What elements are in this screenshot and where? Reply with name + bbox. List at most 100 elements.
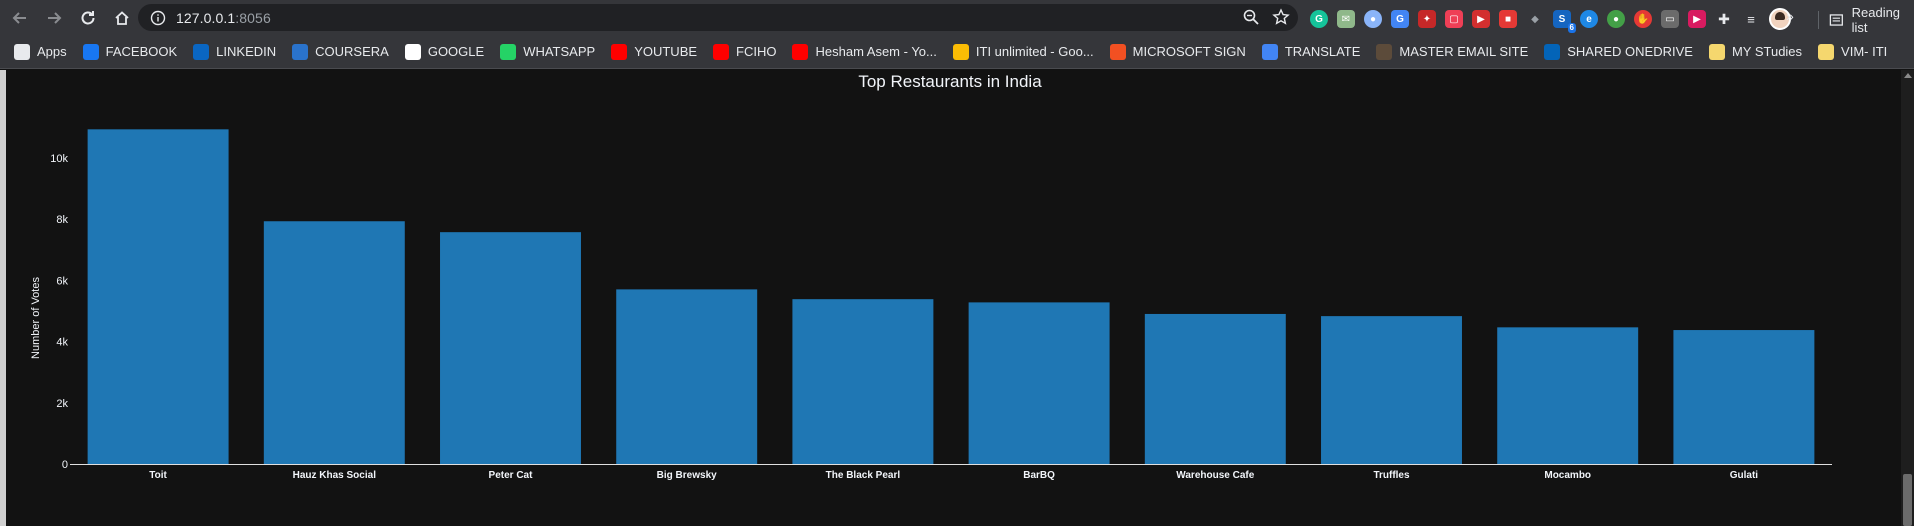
x-tick-label: Hauz Khas Social: [293, 470, 377, 481]
scroll-up-icon[interactable]: [1904, 73, 1912, 78]
coursera-icon: [292, 43, 309, 60]
url-text: 127.0.0.1:8056: [176, 10, 271, 26]
vertical-scrollbar[interactable]: [1901, 70, 1914, 526]
reload-icon: [81, 10, 95, 24]
url-host: 127.0.0.1: [176, 9, 236, 26]
address-bar[interactable]: 127.0.0.1:8056: [138, 4, 1298, 31]
facebook-icon: [82, 43, 99, 60]
screen-extension-icon[interactable]: ▭: [1661, 10, 1679, 28]
bookmark-item[interactable]: Apps: [8, 38, 73, 66]
apps-grid-icon: [14, 43, 30, 60]
home-button[interactable]: [108, 4, 136, 32]
bookmark-item[interactable]: GOOGLE: [399, 38, 490, 66]
bookmark-item[interactable]: FACEBOOK: [77, 38, 184, 66]
dropbox-extension-icon[interactable]: ◆: [1526, 10, 1544, 28]
x-tick-label: Big Brewsky: [657, 470, 717, 481]
google-drive-icon: [952, 43, 969, 60]
bookmark-item[interactable]: LINKEDIN: [187, 38, 282, 66]
bookmark-item[interactable]: ITI unlimited - Goo...: [947, 38, 1100, 66]
bookmarks-overflow-button[interactable]: »: [1786, 8, 1794, 24]
bookmark-item[interactable]: VIM- ITI: [1812, 38, 1893, 66]
bookmark-label: GOOGLE: [427, 44, 485, 59]
x-tick-label: Toit: [149, 470, 167, 481]
bar: [792, 299, 934, 464]
profile-avatar[interactable]: [1769, 8, 1791, 30]
bookmark-label: VIM- ITI: [1841, 44, 1888, 59]
arrow-right-icon: [48, 11, 62, 24]
bookmark-label: Hesham Asem - Yo...: [815, 44, 937, 59]
bookmarks-bar: Apps FACEBOOK LINKEDIN COURSERA GOOGLE WHATSA…: [0, 35, 1914, 69]
bookmark-item[interactable]: MASTER EMAIL SITE: [1370, 38, 1534, 66]
bookmark-item[interactable]: WHATSAPP: [494, 38, 601, 66]
bookmark-label: YOUTUBE: [634, 44, 698, 59]
bookmark-item[interactable]: MY STudies: [1703, 38, 1808, 66]
linkedin-icon: [193, 43, 210, 60]
scrollbar-thumb[interactable]: [1903, 474, 1912, 526]
bookmark-label: SHARED ONEDRIVE: [1567, 44, 1693, 59]
x-tick-label: Truffles: [1373, 470, 1410, 481]
bookmark-label: MY STudies: [1731, 44, 1803, 59]
forward-button[interactable]: [40, 4, 68, 32]
back-button[interactable]: [6, 4, 34, 32]
zoom-icon[interactable]: [1242, 8, 1260, 26]
url-port: :8056: [235, 9, 271, 26]
reading-list-button[interactable]: Reading list: [1818, 5, 1914, 35]
x-tick-label: The Black Pearl: [826, 470, 901, 481]
chart-title: Top Restaurants in India: [858, 72, 1042, 91]
video-extension-icon[interactable]: ▶: [1472, 10, 1490, 28]
y-tick-label: 6k: [56, 275, 68, 287]
record-extension-icon[interactable]: ■: [1499, 10, 1517, 28]
youtube-icon: [713, 43, 730, 60]
youtube-extension-icon[interactable]: ▶: [1688, 10, 1706, 28]
x-tick-label: BarBQ: [1023, 470, 1055, 481]
star-icon[interactable]: [1272, 8, 1290, 26]
bar-chart: Number of Votes 0 2k 4k 6k 8k 10k Toit Hauz Khas…: [30, 129, 1832, 481]
earth-extension-icon[interactable]: ●: [1607, 10, 1625, 28]
x-tick-label: Gulati: [1730, 470, 1759, 481]
home-icon: [115, 10, 129, 25]
x-tick-label: Warehouse Cafe: [1176, 470, 1254, 481]
y-tick-label: 8k: [56, 214, 68, 226]
bar: [1497, 327, 1639, 464]
bookmark-item[interactable]: Hesham Asem - Yo...: [786, 38, 942, 66]
bookmark-item[interactable]: TRANSLATE: [1256, 38, 1367, 66]
mail-extension-icon[interactable]: ✉: [1337, 10, 1355, 28]
bookmark-label: LINKEDIN: [216, 44, 277, 59]
bookmark-label: ITI unlimited - Goo...: [975, 44, 1094, 59]
edge-extension-icon[interactable]: e: [1580, 10, 1598, 28]
bookmark-item[interactable]: YOUTUBE: [605, 38, 703, 66]
bookmark-label: TRANSLATE: [1284, 44, 1361, 59]
bar: [440, 232, 581, 464]
folder-icon: [1818, 43, 1835, 60]
bookmark-label: MASTER EMAIL SITE: [1399, 44, 1529, 59]
pocket-extension-icon[interactable]: ▢: [1445, 10, 1463, 28]
bookmark-item[interactable]: MICROSOFT SIGN: [1104, 38, 1252, 66]
y-tick-label: 0: [62, 459, 68, 471]
y-tick-label: 2k: [56, 398, 68, 410]
translate-extension-icon[interactable]: G: [1391, 10, 1409, 28]
compass-extension-icon[interactable]: ●: [1364, 10, 1382, 28]
email-site-icon: [1376, 43, 1393, 60]
info-icon[interactable]: [150, 10, 166, 26]
bar: [616, 289, 758, 464]
bookmark-item[interactable]: SHARED ONEDRIVE: [1538, 38, 1699, 66]
bookmark-item[interactable]: COURSERA: [286, 38, 395, 66]
bookmark-label: Apps: [37, 44, 67, 59]
bar: [87, 129, 229, 464]
bookmark-item[interactable]: FCIHO: [707, 38, 782, 66]
youtube-icon: [792, 43, 809, 60]
folder-icon: [1708, 43, 1725, 60]
x-tick-label: Peter Cat: [489, 470, 534, 481]
y-axis-label: Number of Votes: [30, 277, 42, 359]
reload-button[interactable]: [74, 4, 102, 32]
media-queue-icon[interactable]: ≡: [1747, 11, 1755, 27]
pin-extension-icon[interactable]: ✦: [1418, 10, 1436, 28]
grammarly-extension-icon[interactable]: G: [1310, 10, 1328, 28]
reading-list-label: Reading list: [1851, 5, 1901, 35]
bar: [1673, 330, 1815, 464]
hand-extension-icon[interactable]: ✋: [1634, 10, 1652, 28]
bookmark-label: FCIHO: [736, 44, 777, 59]
page-left-edge: [0, 70, 6, 526]
puzzle-icon[interactable]: ✚: [1718, 10, 1730, 27]
